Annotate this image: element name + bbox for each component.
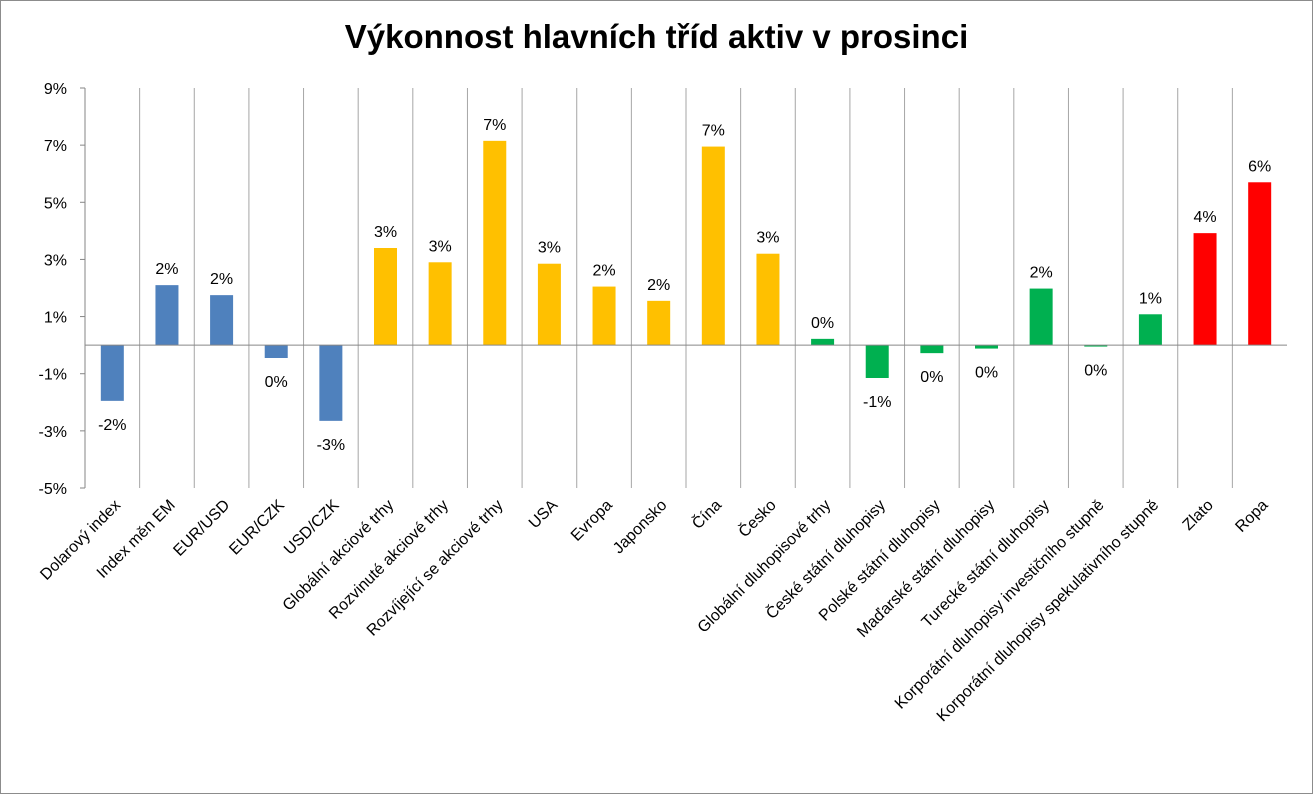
data-label: -2% <box>98 417 126 434</box>
bar <box>319 345 343 421</box>
y-tick-label: 9% <box>44 81 67 98</box>
y-tick-label: -3% <box>39 424 67 441</box>
category-label: Globální akciové trhy <box>280 497 398 615</box>
data-label: 3% <box>429 238 452 255</box>
category-label: Japonsko <box>610 497 671 558</box>
y-tick-label: 5% <box>44 195 67 212</box>
bar <box>374 248 397 346</box>
y-tick-label: -5% <box>39 481 67 498</box>
y-tick-label: 7% <box>44 138 67 155</box>
bar <box>483 140 507 346</box>
bar <box>701 146 725 346</box>
bar <box>756 253 780 346</box>
data-label: 6% <box>1248 158 1271 175</box>
category-label: USA <box>526 497 562 533</box>
data-label: 3% <box>756 230 779 247</box>
category-label: Evropa <box>568 497 616 545</box>
data-label: 0% <box>1084 363 1107 380</box>
data-label: 0% <box>811 315 834 332</box>
data-label: 1% <box>1139 290 1162 307</box>
category-label: Ropa <box>1232 497 1271 536</box>
data-label: 0% <box>975 365 998 382</box>
data-label: 0% <box>920 369 943 386</box>
data-label: 3% <box>538 240 561 257</box>
chart-title: Výkonnost hlavních tříd aktiv v prosinci <box>344 18 969 55</box>
y-tick-label: -1% <box>39 367 67 384</box>
data-label: 3% <box>374 224 397 241</box>
data-label: 2% <box>210 271 233 288</box>
bar <box>920 345 944 354</box>
data-label: -3% <box>317 437 345 454</box>
category-label: Česko <box>734 495 780 541</box>
y-tick-label: 1% <box>44 310 67 327</box>
bar <box>975 345 998 349</box>
data-label: 2% <box>647 277 670 294</box>
category-label: Zlato <box>1180 497 1217 534</box>
data-label: 4% <box>1193 209 1216 226</box>
bar <box>264 345 288 358</box>
category-label: Čína <box>688 495 725 532</box>
category-label: EUR/CZK <box>226 497 288 559</box>
data-label: -1% <box>863 394 891 411</box>
bar <box>1248 182 1272 346</box>
bar <box>428 262 452 346</box>
data-label: 0% <box>265 374 288 391</box>
category-label: Korporátní dluhopisy investičního stupně <box>892 497 1108 713</box>
bar <box>155 285 179 346</box>
data-label: 2% <box>592 263 615 280</box>
bar <box>100 345 124 401</box>
data-label: 2% <box>155 261 178 278</box>
bar <box>1193 233 1217 346</box>
data-label: 7% <box>483 117 506 134</box>
y-tick-label: 3% <box>44 252 67 269</box>
bar <box>811 338 835 346</box>
data-label: 2% <box>1030 265 1053 282</box>
bar <box>865 345 889 378</box>
bar <box>1084 345 1108 347</box>
bar <box>592 286 616 346</box>
category-label: EUR/USD <box>170 497 233 560</box>
bar <box>647 300 671 346</box>
bar <box>1029 288 1053 346</box>
bar <box>1138 314 1162 346</box>
bar <box>537 263 561 346</box>
bar <box>210 295 234 346</box>
data-label: 7% <box>702 123 725 140</box>
